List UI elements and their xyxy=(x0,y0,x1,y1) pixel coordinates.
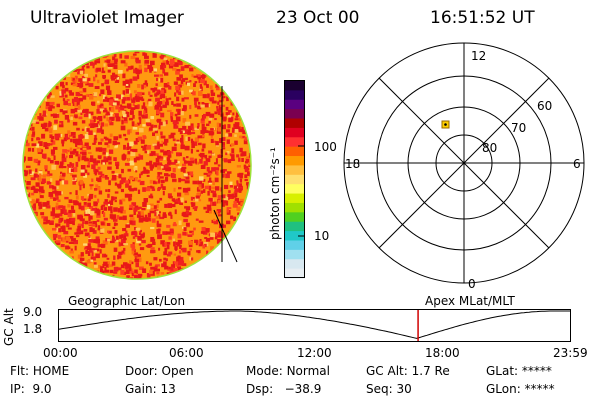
status-door: Door: Open xyxy=(125,364,194,378)
mlt-label-6: 6 xyxy=(573,157,581,171)
polar-diagonal-2 xyxy=(378,77,550,249)
ytick-1-8: 1.8 xyxy=(23,322,43,336)
time-label: 16:51:52 UT xyxy=(430,8,535,28)
mlt-label-18: 18 xyxy=(345,157,360,171)
earth-uv-image xyxy=(22,50,252,280)
lat-label-80: 80 xyxy=(482,141,497,155)
aurora-speckle xyxy=(23,51,251,279)
geographic-title: Geographic Lat/Lon xyxy=(68,294,186,308)
altitude-curve xyxy=(58,310,570,339)
xtick-2359: 23:59 xyxy=(553,346,588,360)
apex-title: Apex MLat/MLT xyxy=(425,294,515,308)
polar-mlt-plot: 12 18 6 0 60 70 80 xyxy=(343,42,585,290)
status-gain: Gain: 13 xyxy=(125,382,176,396)
status-flt: Flt: HOME xyxy=(10,364,70,378)
status-seq: Seq: 30 xyxy=(366,382,412,396)
status-glon: GLon: ***** xyxy=(486,382,555,396)
colorbar-unit-label: photon cm⁻²s⁻¹ xyxy=(268,147,282,240)
terminator-line xyxy=(213,209,238,263)
status-mode: Mode: Normal xyxy=(246,364,330,378)
lat-label-70: 70 xyxy=(511,121,526,135)
xtick-1800: 18:00 xyxy=(425,346,460,360)
instrument-title: Ultraviolet Imager xyxy=(30,8,184,28)
status-dsp: Dsp: −38.9 xyxy=(246,382,322,396)
status-ip: IP: 9.0 xyxy=(10,382,52,396)
date-label: 23 Oct 00 xyxy=(276,8,360,28)
status-glat: GLat: ***** xyxy=(486,364,552,378)
colorbar-tick-10: 10 xyxy=(314,229,330,243)
colorbar-tick-100: 100 xyxy=(314,140,337,154)
mlt-label-0: 0 xyxy=(468,277,476,290)
gc-alt-axis-label: GC Alt xyxy=(2,308,16,346)
color-scale-bar xyxy=(284,80,305,279)
timeline-frame xyxy=(58,309,571,342)
altitude-timeline xyxy=(58,309,571,342)
ytick-9: 9.0 xyxy=(23,305,43,319)
earth-limb xyxy=(22,50,252,280)
xtick-0000: 00:00 xyxy=(43,346,78,360)
lat-label-60: 60 xyxy=(537,99,552,113)
mlt-label-12: 12 xyxy=(471,49,486,63)
xtick-0600: 06:00 xyxy=(169,346,204,360)
status-gc-alt: GC Alt: 1.7 Re xyxy=(366,364,450,378)
xtick-1200: 12:00 xyxy=(297,346,332,360)
